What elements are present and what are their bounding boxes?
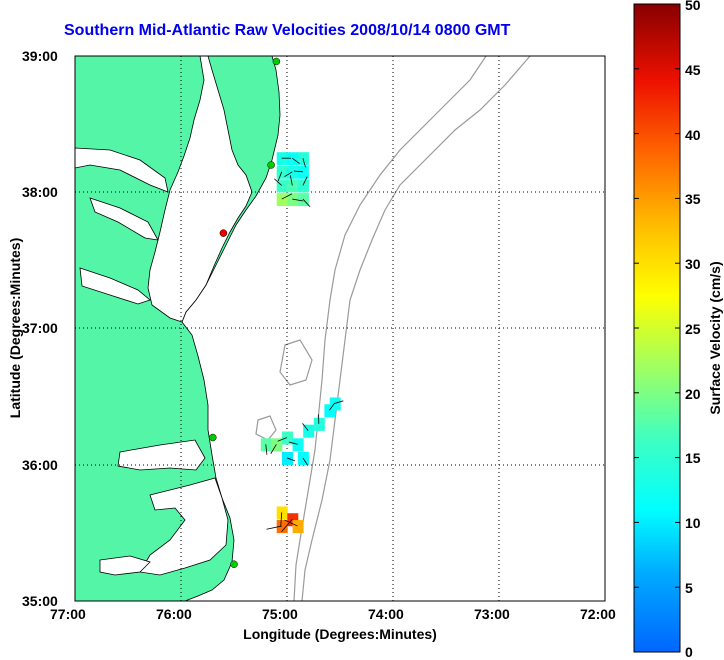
velocity-cell: [314, 418, 325, 431]
radar-station-marker: [209, 434, 216, 441]
radar-station-marker: [231, 561, 238, 568]
velocity-cell: [293, 438, 304, 451]
cb-tick-35: 35: [685, 191, 701, 207]
cb-tick-50: 50: [685, 0, 701, 13]
velocity-cell: [298, 179, 309, 192]
y-axis-label: Latitude (Degrees:Minutes): [7, 213, 23, 443]
velocity-cell: [293, 520, 304, 533]
y-tick-4: 35:00: [22, 593, 58, 609]
cb-tick-15: 15: [685, 450, 701, 466]
cb-tick-10: 10: [685, 515, 701, 531]
y-tick-1: 38:00: [22, 184, 58, 200]
cb-tick-40: 40: [685, 127, 701, 143]
x-axis-label: Longitude (Degrees:Minutes): [75, 626, 605, 642]
velocity-cell: [277, 179, 288, 192]
radar-station-marker: [273, 58, 280, 65]
velocity-cell: [287, 179, 298, 192]
x-tick-1: 76:00: [156, 606, 192, 622]
cb-tick-25: 25: [685, 321, 701, 337]
y-tick-0: 39:00: [22, 48, 58, 64]
x-tick-4: 73:00: [474, 606, 510, 622]
cb-tick-5: 5: [685, 580, 693, 596]
cb-tick-45: 45: [685, 62, 701, 78]
land-mainland: [75, 56, 280, 601]
x-tick-3: 74:00: [368, 606, 404, 622]
colorbar-label: Surface Velocity (cm/s): [707, 223, 723, 453]
radar-station-marker: [268, 162, 275, 169]
y-tick-3: 36:00: [22, 457, 58, 473]
velocity-cell: [277, 506, 288, 519]
cb-tick-30: 30: [685, 256, 701, 272]
colorbar: [634, 4, 680, 652]
cb-tick-20: 20: [685, 386, 701, 402]
x-tick-2: 75:00: [262, 606, 298, 622]
radar-station-marker: [220, 230, 227, 237]
velocity-vectors: [266, 158, 344, 532]
velocity-cell: [330, 397, 341, 410]
x-tick-5: 72:00: [580, 606, 616, 622]
velocity-cells: [261, 152, 341, 533]
cb-tick-0: 0: [685, 644, 693, 660]
y-tick-2: 37:00: [22, 320, 58, 336]
velocity-cell: [277, 152, 288, 165]
velocity-cell: [287, 166, 298, 179]
velocity-cell: [277, 193, 288, 206]
velocity-cell: [277, 166, 288, 179]
